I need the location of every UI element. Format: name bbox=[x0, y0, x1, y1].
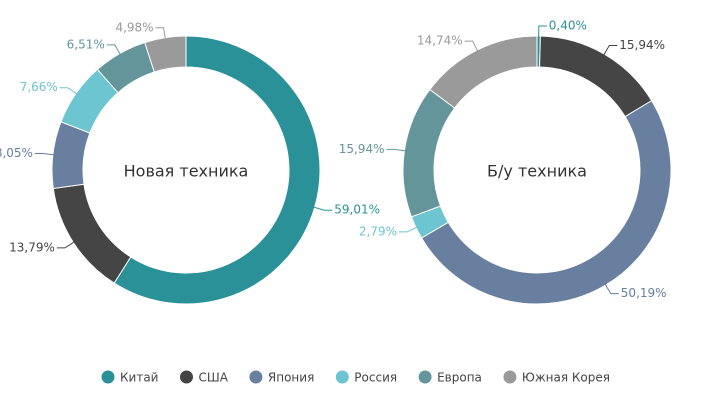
data-label: 59,01% bbox=[334, 203, 380, 217]
data-label: 4,98% bbox=[115, 20, 153, 34]
legend-swatch bbox=[179, 370, 193, 384]
leader-line bbox=[601, 44, 618, 58]
legend-swatch bbox=[335, 370, 349, 384]
donut-slice bbox=[52, 183, 132, 284]
leader-line bbox=[106, 44, 123, 58]
data-label: 8,05% bbox=[0, 146, 33, 160]
leader-line bbox=[603, 281, 619, 295]
data-label: 2,79% bbox=[359, 224, 397, 238]
data-label: 6,51% bbox=[67, 37, 105, 51]
donut-slice bbox=[429, 35, 538, 109]
legend-label: США bbox=[198, 371, 228, 385]
leader-line bbox=[538, 25, 547, 41]
legend-label: Россия bbox=[354, 371, 397, 385]
data-label: 15,94% bbox=[619, 38, 665, 52]
data-label: 0,40% bbox=[549, 19, 587, 33]
legend-swatch bbox=[101, 370, 115, 384]
leader-line bbox=[34, 153, 57, 156]
data-label: 15,94% bbox=[339, 142, 385, 156]
chart-title: Новая техника bbox=[124, 162, 249, 181]
legend-swatch bbox=[249, 370, 263, 384]
legend-swatch bbox=[503, 370, 517, 384]
legend-label: Европа bbox=[437, 371, 482, 385]
donut-slice bbox=[144, 35, 187, 73]
data-label: 13,79% bbox=[9, 240, 55, 254]
donut-slice bbox=[420, 99, 672, 305]
data-label: 7,66% bbox=[20, 80, 58, 94]
data-label: 14,74% bbox=[417, 34, 463, 48]
legend-label: Япония bbox=[268, 371, 314, 385]
donut-slice bbox=[51, 121, 91, 190]
legend-swatch bbox=[418, 370, 432, 384]
leader-line bbox=[59, 87, 80, 97]
legend-label: Южная Корея bbox=[522, 371, 610, 385]
chart-title: Б/у техника bbox=[487, 162, 587, 181]
leader-line bbox=[56, 239, 77, 249]
donut-slice bbox=[402, 88, 456, 218]
legend-label: Китай bbox=[120, 371, 158, 385]
leader-line bbox=[386, 148, 409, 152]
leader-line bbox=[398, 225, 420, 233]
data-label: 50,19% bbox=[621, 286, 667, 300]
leader-line bbox=[464, 40, 480, 54]
leader-line bbox=[155, 27, 167, 42]
leader-line bbox=[310, 205, 333, 211]
donut-slice bbox=[113, 35, 321, 305]
